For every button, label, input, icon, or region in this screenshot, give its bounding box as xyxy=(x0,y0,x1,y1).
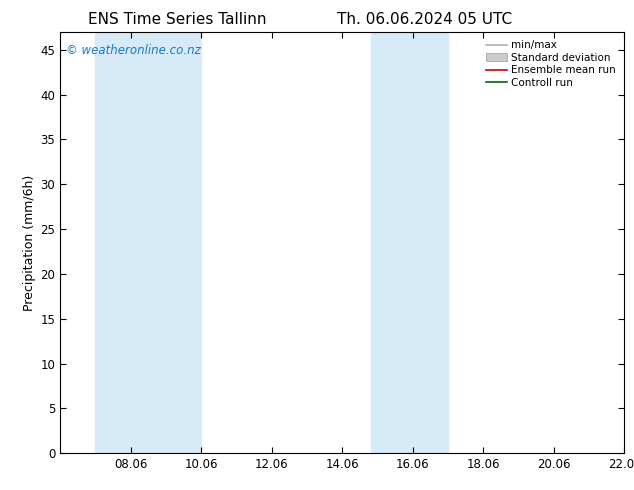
Bar xyxy=(370,32,448,453)
Y-axis label: Precipitation (mm/6h): Precipitation (mm/6h) xyxy=(23,174,36,311)
Legend: min/max, Standard deviation, Ensemble mean run, Controll run: min/max, Standard deviation, Ensemble me… xyxy=(483,37,619,91)
Text: Th. 06.06.2024 05 UTC: Th. 06.06.2024 05 UTC xyxy=(337,12,512,27)
Text: © weatheronline.co.nz: © weatheronline.co.nz xyxy=(66,45,200,57)
Text: ENS Time Series Tallinn: ENS Time Series Tallinn xyxy=(88,12,267,27)
Bar xyxy=(96,32,201,453)
